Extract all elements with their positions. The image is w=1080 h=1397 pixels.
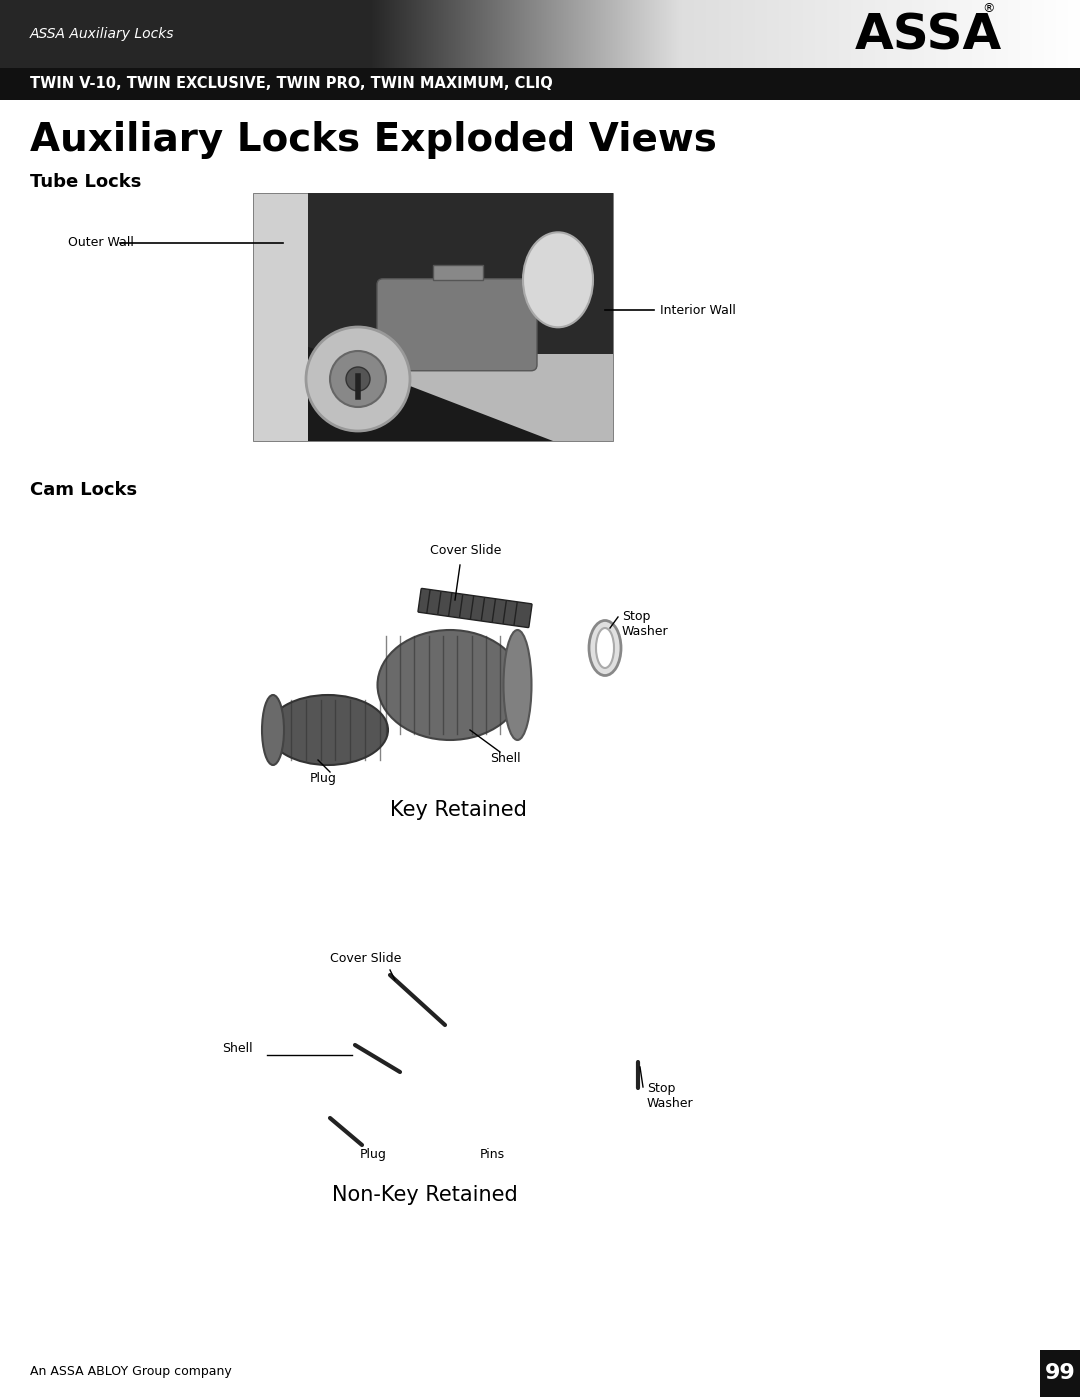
- Polygon shape: [308, 355, 613, 441]
- Text: Cam Locks: Cam Locks: [30, 481, 137, 499]
- Text: ASSA Auxiliary Locks: ASSA Auxiliary Locks: [30, 27, 175, 41]
- Text: Key Retained: Key Retained: [390, 800, 527, 820]
- Circle shape: [346, 367, 370, 391]
- Text: Cover Slide: Cover Slide: [330, 951, 402, 965]
- Ellipse shape: [378, 630, 523, 740]
- Text: Non-Key Retained: Non-Key Retained: [332, 1185, 517, 1206]
- Polygon shape: [253, 193, 613, 441]
- Ellipse shape: [589, 620, 621, 676]
- Circle shape: [306, 327, 410, 432]
- Ellipse shape: [503, 630, 531, 740]
- Text: An ASSA ABLOY Group company: An ASSA ABLOY Group company: [30, 1365, 232, 1379]
- Polygon shape: [308, 193, 613, 355]
- Text: Shell: Shell: [490, 752, 521, 766]
- Text: TWIN V-10, TWIN EXCLUSIVE, TWIN PRO, TWIN MAXIMUM, CLIQ: TWIN V-10, TWIN EXCLUSIVE, TWIN PRO, TWI…: [30, 77, 553, 91]
- Text: Shell: Shell: [222, 1042, 253, 1055]
- Ellipse shape: [268, 694, 388, 766]
- Polygon shape: [0, 68, 1080, 101]
- Text: Pins: Pins: [480, 1148, 505, 1161]
- Text: Stop
Washer: Stop Washer: [622, 610, 669, 638]
- Text: Tube Locks: Tube Locks: [30, 173, 141, 191]
- Text: Plug: Plug: [360, 1148, 387, 1161]
- Polygon shape: [433, 265, 483, 279]
- FancyBboxPatch shape: [418, 588, 532, 627]
- Text: ASSA: ASSA: [855, 13, 1002, 60]
- Text: Outer Wall: Outer Wall: [68, 236, 134, 250]
- FancyBboxPatch shape: [377, 279, 537, 370]
- Ellipse shape: [596, 629, 615, 668]
- Ellipse shape: [262, 694, 284, 766]
- Text: ®: ®: [982, 3, 995, 15]
- Text: Auxiliary Locks Exploded Views: Auxiliary Locks Exploded Views: [30, 122, 717, 159]
- Text: Stop
Washer: Stop Washer: [647, 1083, 693, 1111]
- Polygon shape: [308, 346, 553, 441]
- Circle shape: [330, 351, 386, 407]
- Polygon shape: [1040, 1350, 1080, 1397]
- Text: Interior Wall: Interior Wall: [660, 303, 735, 317]
- Text: 99: 99: [1044, 1363, 1076, 1383]
- Text: Plug: Plug: [310, 773, 337, 785]
- Ellipse shape: [523, 232, 593, 327]
- Text: Cover Slide: Cover Slide: [430, 543, 501, 557]
